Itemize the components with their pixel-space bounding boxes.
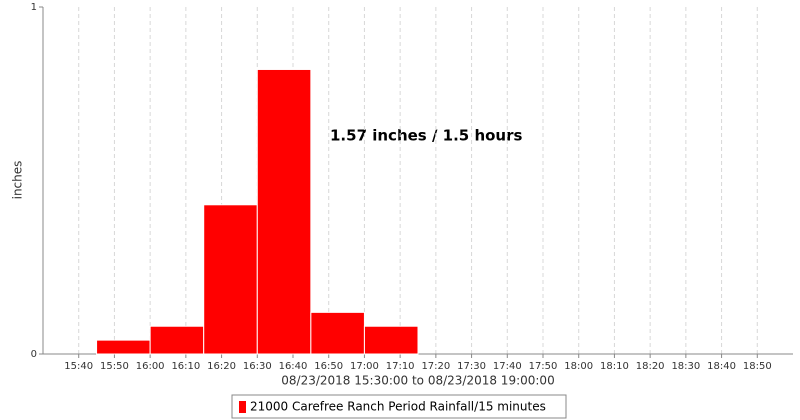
bar [363, 325, 419, 355]
x-tick-label: 16:10 [171, 361, 200, 372]
x-tick-label: 15:50 [100, 361, 129, 372]
x-tick-label: 18:10 [600, 361, 629, 372]
x-tick-label: 18:20 [636, 361, 665, 372]
x-tick-label: 18:00 [564, 361, 593, 372]
x-tick-label: 16:50 [314, 361, 343, 372]
x-tick-label: 16:00 [136, 361, 165, 372]
x-tick-label: 16:20 [207, 361, 236, 372]
x-tick-label: 17:00 [350, 361, 379, 372]
legend-label: 21000 Carefree Ranch Period Rainfall/15 … [250, 400, 546, 414]
annotation: 1.57 inches / 1.5 hours [330, 127, 523, 145]
x-tick-label: 16:40 [279, 361, 308, 372]
x-tick-label: 15:40 [64, 361, 93, 372]
x-axis-label: 08/23/2018 15:30:00 to 08/23/2018 19:00:… [281, 374, 554, 388]
x-tick-label: 17:20 [421, 361, 450, 372]
y-tick-label: 1 [31, 2, 37, 13]
bar [310, 311, 365, 355]
x-tick-label: 17:10 [386, 361, 415, 372]
x-tick-label: 16:30 [243, 361, 272, 372]
x-tick-label: 17:30 [457, 361, 486, 372]
bar [256, 68, 312, 355]
x-tick-label: 18:50 [743, 361, 772, 372]
y-tick-label: 0 [31, 349, 37, 360]
legend-box [231, 394, 567, 419]
bar [149, 325, 205, 355]
legend-swatch [239, 401, 246, 413]
bar [203, 204, 258, 355]
x-tick-label: 17:40 [493, 361, 522, 372]
bar [96, 339, 151, 355]
x-tick-label: 18:40 [707, 361, 736, 372]
x-tick-label: 17:50 [529, 361, 558, 372]
x-tick-label: 18:30 [671, 361, 700, 372]
y-axis-label: inches [11, 161, 25, 200]
